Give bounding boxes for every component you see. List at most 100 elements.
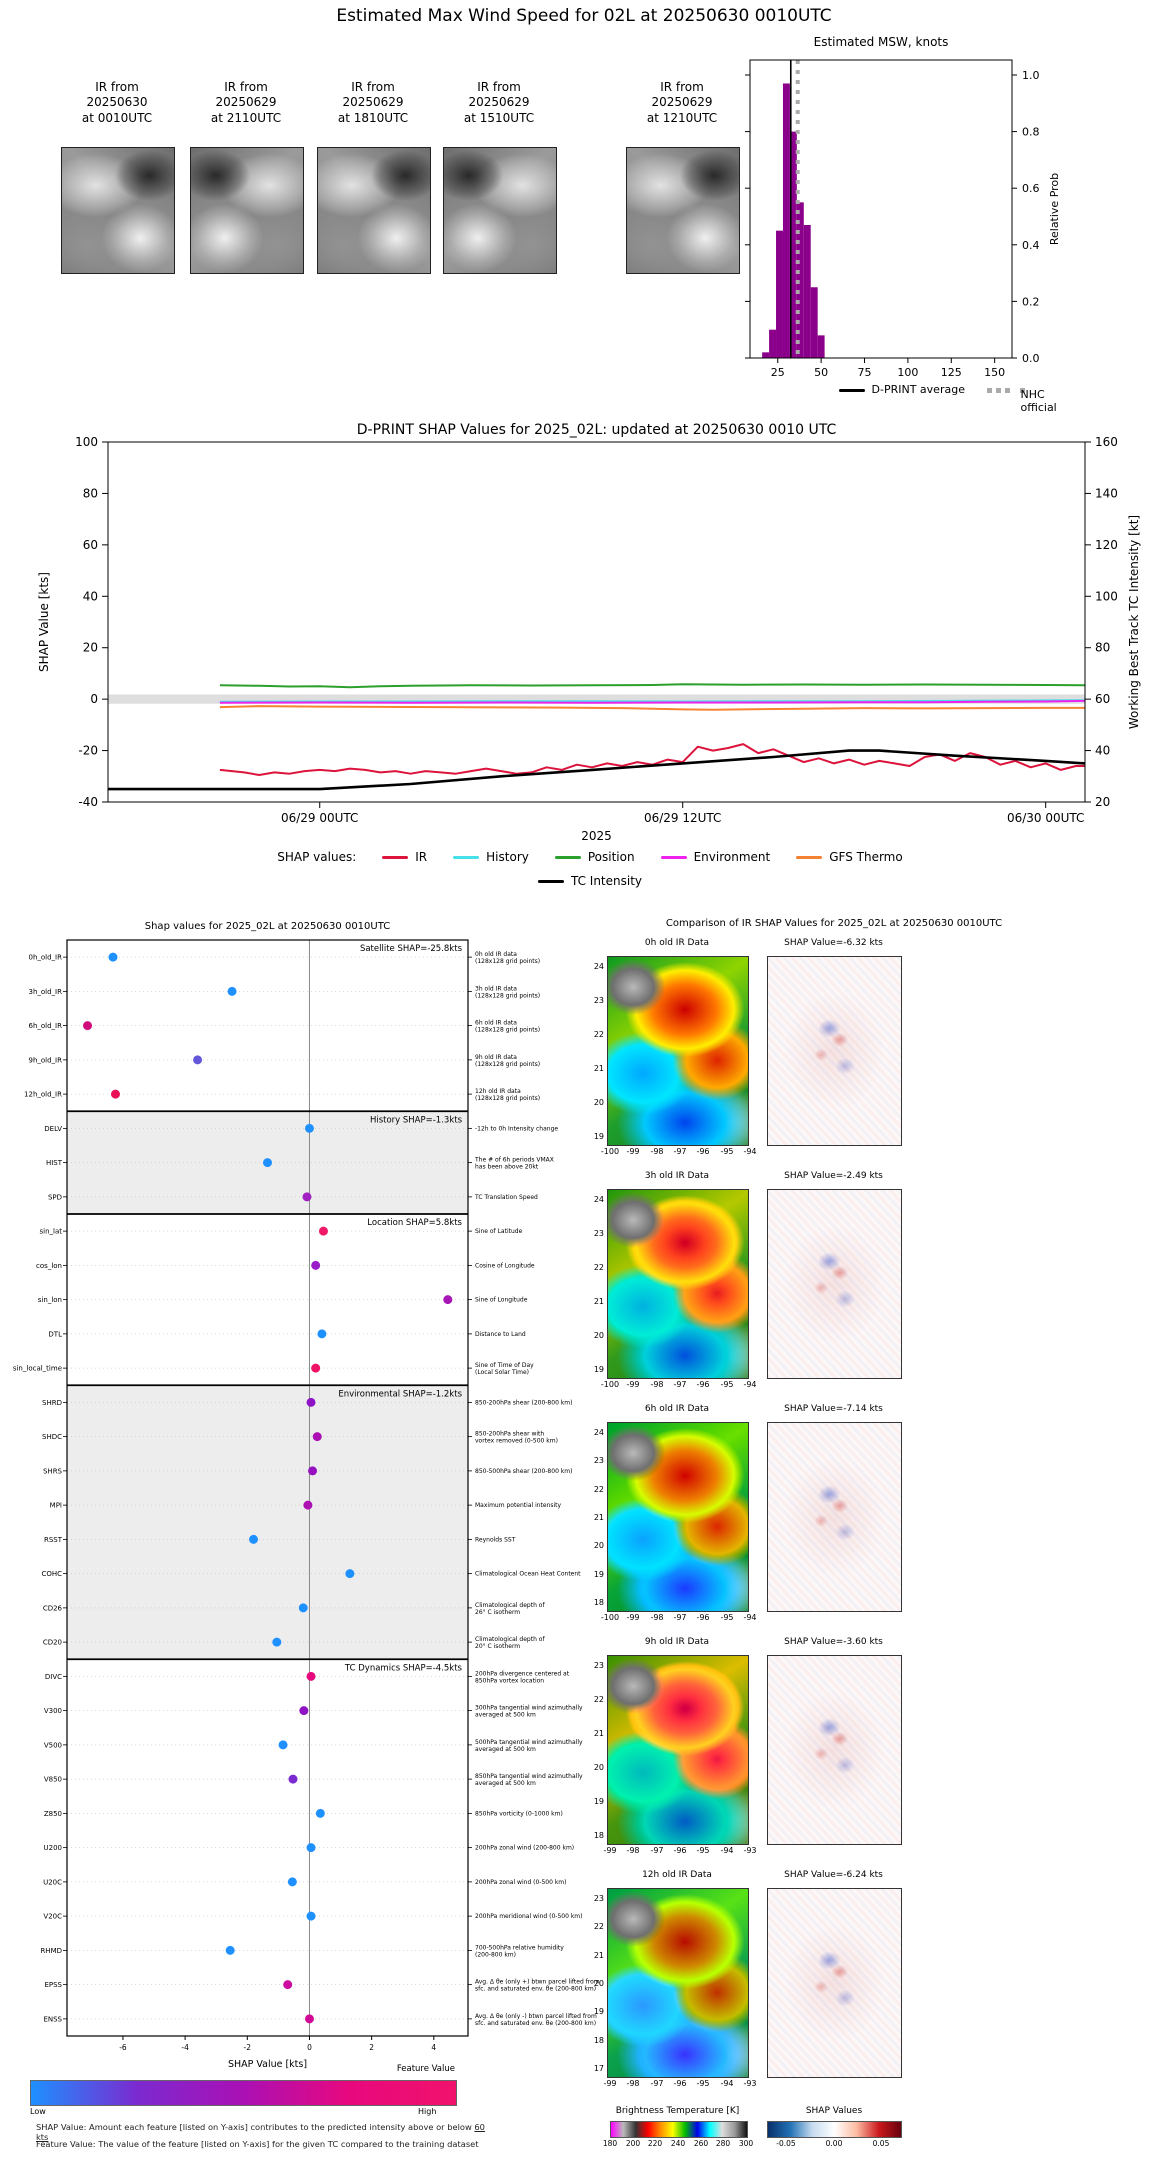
feature-desc: Sine of Longitude bbox=[475, 1297, 528, 1304]
shap-dot bbox=[306, 1397, 316, 1407]
timeseries-title: D-PRINT SHAP Values for 2025_02L: update… bbox=[357, 422, 837, 438]
lat-tick-label: 22 bbox=[593, 1695, 604, 1704]
shap-tick-label: 0.00 bbox=[825, 2139, 843, 2148]
shap-dot bbox=[272, 1637, 282, 1647]
legend-label: IR bbox=[415, 850, 428, 864]
ir-thumb-label: IR from 20250629 at 1510UTC bbox=[433, 80, 565, 126]
shap-dot bbox=[193, 1055, 203, 1065]
lon-tick-label: -94 bbox=[743, 1147, 757, 1156]
lon-tick-label: -97 bbox=[673, 1380, 687, 1389]
shap-dot bbox=[83, 1021, 93, 1031]
legend-item-tc-intensity: TC Intensity bbox=[537, 874, 642, 888]
xtick-label: 06/29 00UTC bbox=[281, 811, 358, 825]
feature-desc: (Local Solar Time) bbox=[475, 1369, 529, 1376]
legend-item-history: History bbox=[453, 850, 529, 864]
nhc-dotted-sample bbox=[995, 387, 1001, 393]
lon-tick-label: -93 bbox=[743, 2079, 757, 2088]
lat-tick-label: 22 bbox=[593, 1485, 604, 1494]
shap-dot bbox=[311, 1363, 321, 1373]
feature-desc: Reynolds SST bbox=[475, 1536, 516, 1543]
feature-desc: 850hPa tangential wind azimuthally bbox=[475, 1773, 583, 1780]
histogram-legend: D-PRINT average NHC official bbox=[700, 383, 1168, 414]
right-ylabel: Working Best Track TC Intensity [kt] bbox=[1127, 515, 1141, 729]
timeseries-axes-box bbox=[107, 441, 1086, 803]
ir-thumbnail-image bbox=[443, 147, 557, 274]
shap-map-image bbox=[767, 1422, 902, 1612]
shap-map-image bbox=[767, 956, 902, 1146]
lat-tick-label: 21 bbox=[593, 1951, 604, 1960]
lat-tick-label: 19 bbox=[593, 1132, 604, 1141]
ir-line-sample bbox=[382, 856, 409, 859]
histogram-bar bbox=[769, 329, 777, 358]
ir-cloud-texture bbox=[318, 148, 430, 273]
lat-tick-label: 23 bbox=[593, 1894, 604, 1903]
lat-tick-label: 21 bbox=[593, 1513, 604, 1522]
right-ytick: 120 bbox=[1095, 538, 1118, 552]
feature-desc: 6h old IR data bbox=[475, 1020, 517, 1027]
left-ytick: 100 bbox=[75, 435, 98, 449]
feature-desc: sfc. and saturated env. θe (200-800 km) bbox=[475, 1986, 596, 1993]
thumb-label-line: at 2110UTC bbox=[210, 110, 282, 125]
dotplot-xtick: 4 bbox=[431, 2043, 436, 2052]
lon-tick-label: -98 bbox=[650, 1147, 664, 1156]
thumb-label-line: at 1810UTC bbox=[337, 110, 409, 125]
lat-tick-label: 20 bbox=[593, 1541, 604, 1550]
dprint-average-line-sample bbox=[838, 388, 865, 392]
histogram-xtick: 125 bbox=[941, 366, 962, 379]
feature-desc: Climatological depth of bbox=[475, 1602, 545, 1609]
bt-tick-label: 220 bbox=[647, 2139, 663, 2148]
ir-thumb-label: IR from 20250630 at 0010UTC bbox=[51, 80, 183, 126]
lon-tick-label: -99 bbox=[603, 1846, 617, 1855]
shap-map-title: SHAP Value=-6.24 kts bbox=[784, 1870, 883, 1880]
feature-desc: 9h old IR data bbox=[475, 1054, 517, 1061]
feature-desc: Distance to Land bbox=[475, 1331, 526, 1338]
environment-line-sample bbox=[660, 856, 687, 859]
shap-map-title: SHAP Value=-6.32 kts bbox=[784, 938, 883, 948]
histogram-ytick: 0.4 bbox=[1022, 239, 1040, 252]
bt-tick-label: 260 bbox=[693, 2139, 709, 2148]
ir-map-image bbox=[607, 1888, 749, 2078]
histogram-ytick: 0.8 bbox=[1022, 126, 1040, 139]
lon-tick-label: -99 bbox=[626, 1613, 640, 1622]
lon-tick-label: -99 bbox=[626, 1147, 640, 1156]
lat-tick-label: 21 bbox=[593, 1297, 604, 1306]
xtick-label: 06/30 00UTC bbox=[1007, 811, 1084, 825]
shap-colorbar-title: SHAP Values bbox=[805, 2106, 863, 2116]
feature-name: V850 bbox=[44, 1776, 62, 1784]
feature-name: ENSS bbox=[43, 2015, 62, 2023]
legend-label: History bbox=[486, 850, 529, 864]
shap-dot bbox=[227, 986, 237, 996]
thumb-label-line: 20250629 bbox=[651, 95, 713, 110]
timeseries-legend-row2: TC Intensity bbox=[100, 874, 1080, 888]
ir-map-title: 0h old IR Data bbox=[644, 938, 710, 948]
shap-dot bbox=[317, 1329, 327, 1339]
lon-tick-label: -94 bbox=[743, 1613, 757, 1622]
bt-tick-label: 200 bbox=[625, 2139, 641, 2148]
ir-map-image bbox=[607, 1422, 749, 1612]
shap-dot bbox=[278, 1740, 288, 1750]
ir-map-image bbox=[607, 1189, 749, 1379]
ir-thumbnail-image bbox=[626, 147, 740, 274]
feature-desc: 500hPa tangential wind azimuthally bbox=[475, 1739, 583, 1746]
feature-name: V500 bbox=[44, 1741, 62, 1749]
lon-tick-label: -99 bbox=[603, 2079, 617, 2088]
lon-tick-label: -95 bbox=[720, 1380, 734, 1389]
feature-value-colorbar-title: Feature Value bbox=[396, 2064, 455, 2074]
lat-tick-label: 22 bbox=[593, 1263, 604, 1272]
bt-colorbar-title: Brightness Temperature [K] bbox=[615, 2106, 740, 2116]
feature-desc: (128x128 grid points) bbox=[475, 958, 540, 965]
ir-thumbnail-image bbox=[317, 147, 431, 274]
legend-item-nhc-official: NHC official bbox=[986, 383, 1057, 414]
ir-thumbnail-image bbox=[61, 147, 175, 274]
feature-name: U20C bbox=[43, 1878, 62, 1886]
shap-tick-label: -0.05 bbox=[776, 2139, 796, 2148]
section-label: History SHAP=-1.3kts bbox=[370, 1115, 463, 1125]
lat-tick-label: 21 bbox=[593, 1064, 604, 1073]
feature-desc: 20° C isotherm bbox=[475, 1643, 520, 1650]
feature-name: 12h_old_IR bbox=[24, 1091, 62, 1099]
left-ytick: -40 bbox=[78, 795, 98, 809]
lat-tick-label: 19 bbox=[593, 2007, 604, 2016]
feature-desc: averaged at 500 km bbox=[475, 1746, 536, 1753]
lat-tick-label: 24 bbox=[593, 1428, 604, 1437]
dotplot-xtick: -6 bbox=[119, 2043, 127, 2052]
